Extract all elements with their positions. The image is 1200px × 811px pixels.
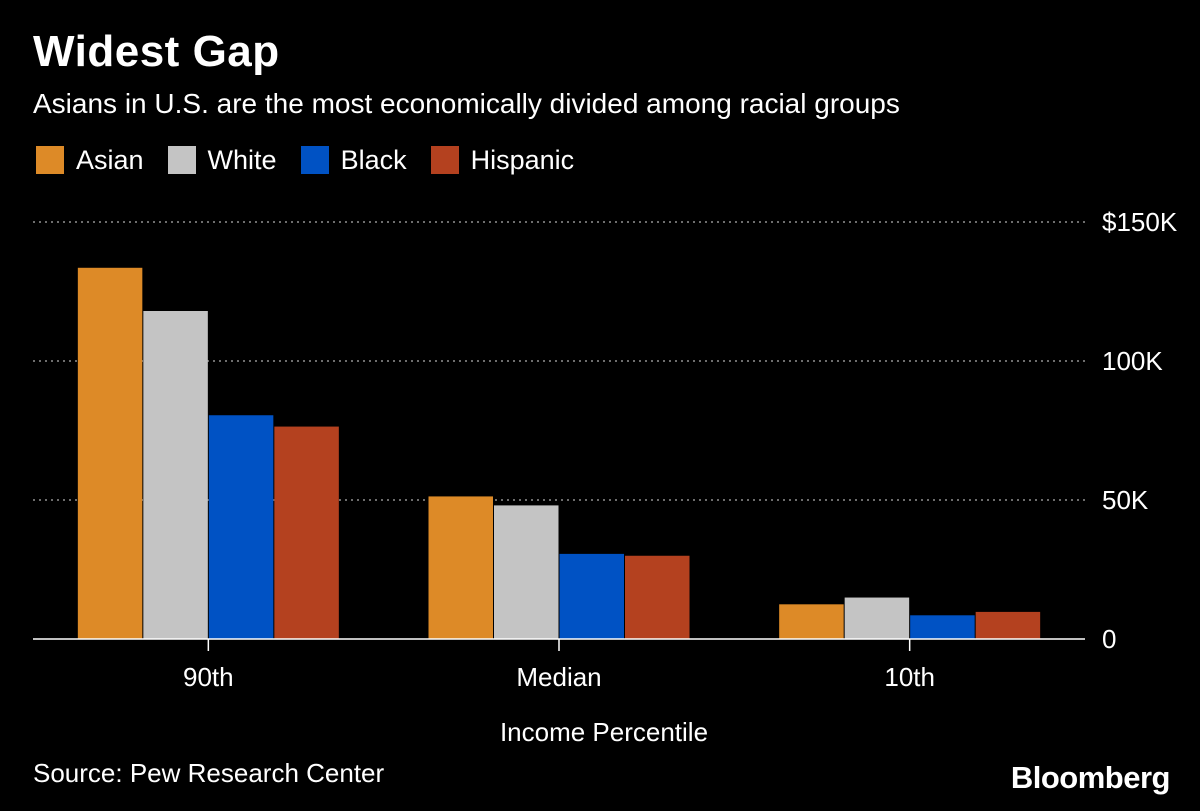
bar-black-median <box>559 553 624 639</box>
bar-asian-median <box>428 496 493 639</box>
y-tick-label: 50K <box>1102 485 1149 515</box>
gridlines <box>33 221 1085 501</box>
legend-swatch-hispanic <box>430 146 459 174</box>
chart-title: Widest Gap <box>33 27 280 76</box>
bar-black-90th <box>208 415 274 639</box>
legend-label-white: White <box>207 144 277 175</box>
legend-swatch-white <box>167 146 196 174</box>
legend-swatch-asian <box>36 146 64 174</box>
bars <box>77 267 1041 639</box>
y-tick-label: $150K <box>1102 207 1178 237</box>
x-tick-label: Median <box>516 662 601 692</box>
bloomberg-logo: Bloomberg <box>1010 760 1171 795</box>
y-tick-label: 100K <box>1102 346 1163 376</box>
legend-item-asian: Asian <box>36 146 144 174</box>
bar-hispanic-90th <box>274 426 339 639</box>
chart-subtitle: Asians in U.S. are the most economically… <box>33 88 900 119</box>
bar-asian-10th <box>779 604 844 639</box>
legend-label-asian: Asian <box>76 144 144 175</box>
bar-white-10th <box>844 597 910 639</box>
bar-hispanic-10th <box>975 611 1041 639</box>
bar-white-90th <box>143 310 208 639</box>
bar-black-10th <box>910 615 975 639</box>
y-tick-label: 0 <box>1102 624 1116 654</box>
source-note: Source: Pew Research Center <box>33 758 385 788</box>
legend-label-black: Black <box>340 144 407 175</box>
bar-asian-90th <box>77 267 143 639</box>
axes: 0 50K 100K $150K 90th Median 10th Income Percen… <box>33 207 1178 747</box>
x-tick-label: 10th <box>884 662 935 692</box>
legend-item-white: White <box>167 144 277 175</box>
legend-item-black: Black <box>300 144 407 175</box>
legend-label-hispanic: Hispanic <box>470 144 575 175</box>
x-tick-label: 90th <box>183 662 234 692</box>
bar-white-median <box>494 505 559 639</box>
legend-swatch-black <box>300 146 329 174</box>
legend-item-hispanic: Hispanic <box>430 144 575 175</box>
x-axis-label: Income Percentile <box>500 717 708 747</box>
legend: Asian White Black Hispanic <box>36 146 598 174</box>
bar-hispanic-median <box>625 555 690 639</box>
